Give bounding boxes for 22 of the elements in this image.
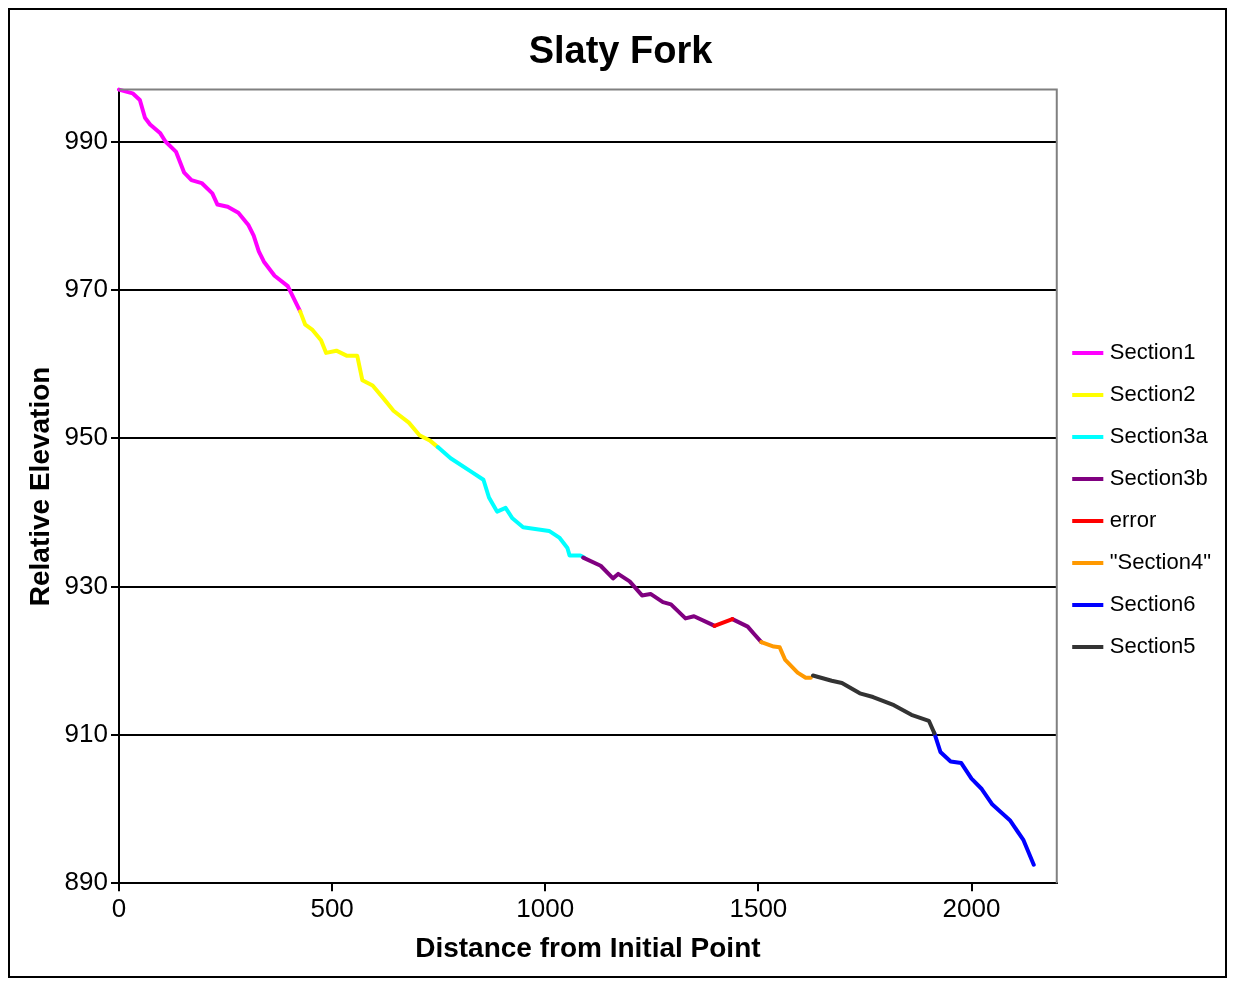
- y-tick-label: 890: [64, 866, 108, 897]
- x-tick-label: 1500: [729, 892, 788, 923]
- legend-label: Section2: [1109, 381, 1196, 407]
- x-axis-title: Distance from Initial Point: [415, 931, 761, 963]
- chart-title: Slaty Fork: [528, 29, 714, 72]
- x-tick-label: 500: [310, 892, 354, 923]
- legend-label: Section6: [1109, 591, 1196, 617]
- legend-label: Section3a: [1109, 423, 1209, 449]
- y-tick-label: 970: [64, 273, 108, 304]
- legend-label: Section5: [1109, 633, 1196, 659]
- x-tick-label: 2000: [942, 892, 1001, 923]
- y-tick-label: 930: [64, 569, 108, 600]
- legend-label: error: [1109, 507, 1157, 533]
- y-tick-label: 950: [64, 421, 108, 452]
- legend-label: Section1: [1109, 339, 1196, 365]
- x-tick-label: 0: [111, 892, 127, 923]
- x-tick-label: 1000: [516, 892, 575, 923]
- y-tick-label: 990: [64, 124, 108, 155]
- y-tick-label: 910: [64, 718, 108, 749]
- legend-label: "Section4": [1109, 549, 1211, 575]
- y-axis-title: Relative Elevation: [23, 366, 55, 607]
- legend-label: Section3b: [1109, 465, 1208, 491]
